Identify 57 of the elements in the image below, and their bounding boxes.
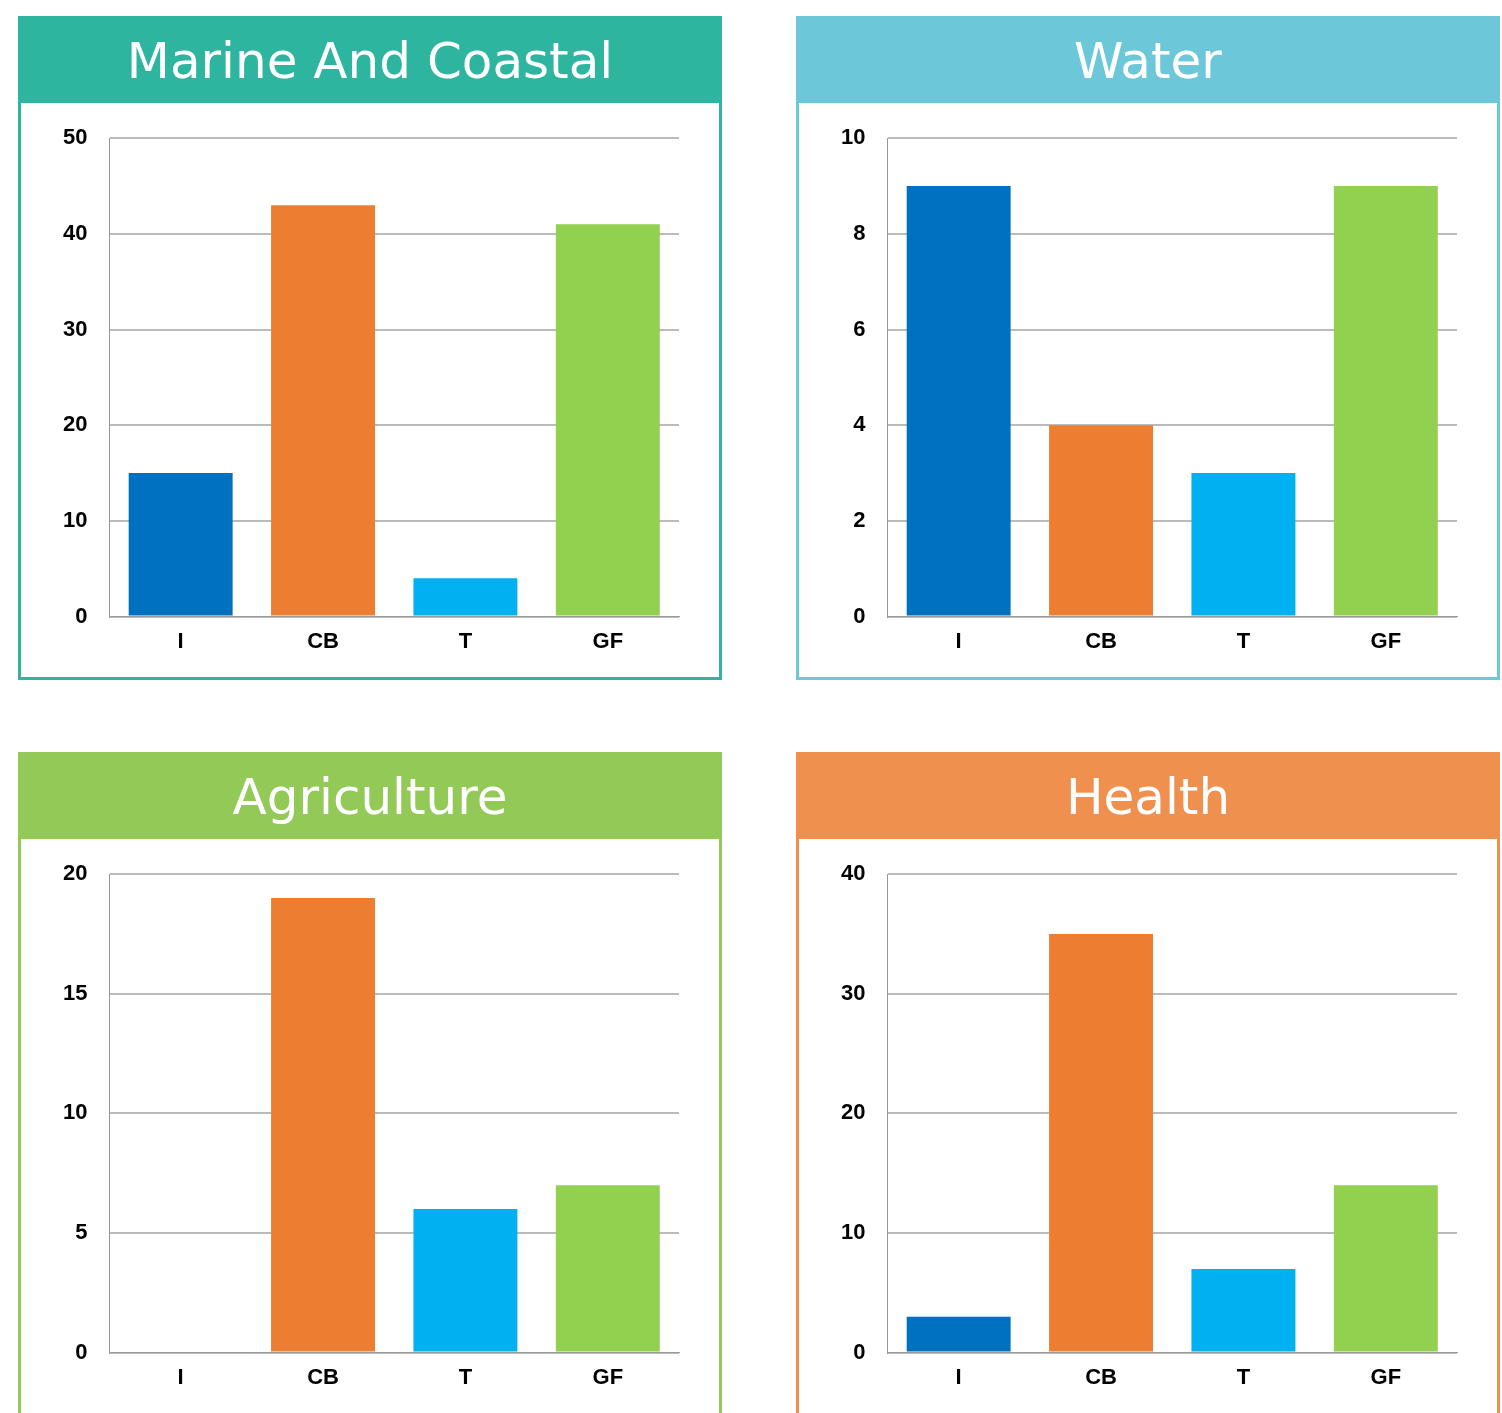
- x-tick-label: GF: [592, 627, 624, 653]
- x-tick-label: CB: [307, 627, 339, 653]
- bar: [906, 186, 1011, 616]
- y-tick-label: 15: [62, 979, 88, 1005]
- bar: [555, 224, 660, 616]
- bar: [555, 1185, 660, 1352]
- y-tick-label: 30: [840, 979, 866, 1005]
- y-tick-label: 10: [62, 1099, 88, 1125]
- bar: [1049, 934, 1154, 1352]
- bar: [1191, 1268, 1296, 1352]
- x-tick-label: CB: [1085, 1363, 1117, 1389]
- x-tick-label: T: [1236, 1363, 1251, 1389]
- x-tick-label: I: [955, 1363, 962, 1389]
- bar: [906, 1316, 1011, 1352]
- y-tick-label: 30: [62, 315, 88, 341]
- y-tick-label: 0: [75, 602, 88, 628]
- y-tick-label: 0: [853, 602, 866, 628]
- y-tick-label: 40: [840, 860, 866, 886]
- y-tick-label: 20: [840, 1099, 866, 1125]
- x-tick-label: T: [1236, 627, 1251, 653]
- y-tick-label: 4: [853, 411, 867, 437]
- y-tick-label: 40: [62, 219, 88, 245]
- chart-title: Health: [799, 755, 1497, 839]
- x-tick-label: I: [177, 1363, 184, 1389]
- x-tick-label: CB: [1085, 627, 1117, 653]
- x-tick-label: GF: [1370, 1363, 1402, 1389]
- bar: [128, 473, 233, 616]
- y-tick-label: 10: [840, 124, 866, 150]
- y-tick-label: 10: [62, 506, 88, 532]
- y-tick-label: 6: [853, 315, 866, 341]
- bar: [1049, 425, 1154, 616]
- x-tick-label: CB: [307, 1363, 339, 1389]
- chart-title: Agriculture: [21, 755, 719, 839]
- bar: [413, 1209, 518, 1352]
- bar: [271, 205, 376, 616]
- x-tick-label: T: [458, 1363, 473, 1389]
- y-tick-label: 20: [62, 411, 88, 437]
- y-tick-label: 50: [62, 124, 88, 150]
- chart-title: Marine And Coastal: [21, 19, 719, 103]
- x-tick-label: T: [458, 627, 473, 653]
- bar: [1333, 186, 1438, 616]
- x-tick-label: GF: [592, 1363, 624, 1389]
- y-tick-label: 20: [62, 860, 88, 886]
- y-tick-label: 0: [853, 1338, 866, 1364]
- bar: [413, 578, 518, 616]
- x-tick-label: I: [177, 627, 184, 653]
- x-tick-label: I: [955, 627, 962, 653]
- y-tick-label: 8: [853, 219, 866, 245]
- y-tick-label: 10: [840, 1219, 866, 1245]
- bar: [1191, 473, 1296, 616]
- chart-title: Water: [799, 19, 1497, 103]
- y-tick-label: 0: [75, 1338, 88, 1364]
- x-tick-label: GF: [1370, 627, 1402, 653]
- bar: [271, 898, 376, 1352]
- y-tick-label: 5: [75, 1219, 88, 1245]
- y-tick-label: 2: [853, 506, 866, 532]
- bar: [1333, 1185, 1438, 1352]
